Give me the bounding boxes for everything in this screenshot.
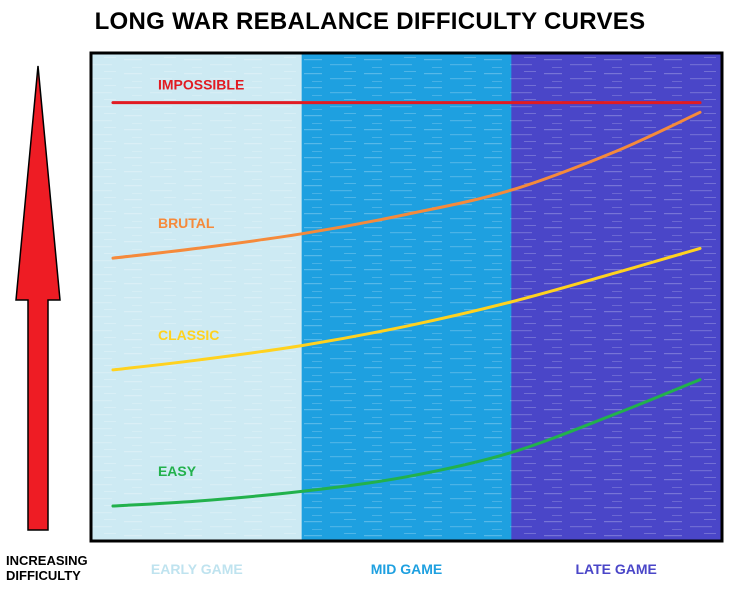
band-label-mid-game: MID GAME [370, 561, 443, 577]
band-texture [511, 54, 722, 540]
series-labels-layer: IMPOSSIBLE BRUTAL CLASSIC EASY [158, 77, 244, 479]
series-label-classic: CLASSIC [158, 327, 219, 343]
y-indicator-line1: INCREASING [6, 553, 88, 568]
series-line-easy [111, 378, 702, 508]
band-label-early-game: EARLY GAME [150, 561, 243, 577]
y-indicator-line2: DIFFICULTY [6, 568, 81, 583]
plot-frame [89, 51, 724, 543]
bands-layer [92, 54, 722, 540]
series-label-impossible: IMPOSSIBLE [158, 77, 244, 93]
series-layer [111, 101, 702, 508]
band-label-late-game: LATE GAME [575, 561, 657, 577]
y-indicator-label: INCREASING DIFFICULTY [6, 553, 88, 583]
increasing-difficulty-arrow [15, 65, 61, 531]
band-texture [301, 54, 512, 540]
chart-title: LONG WAR REBALANCE DIFFICULTY CURVES [94, 8, 646, 35]
series-line-classic [111, 246, 702, 372]
series-line-brutal [111, 110, 702, 260]
series-label-brutal: BRUTAL [158, 215, 215, 231]
series-label-easy: EASY [158, 463, 197, 479]
band-texture [92, 54, 303, 540]
